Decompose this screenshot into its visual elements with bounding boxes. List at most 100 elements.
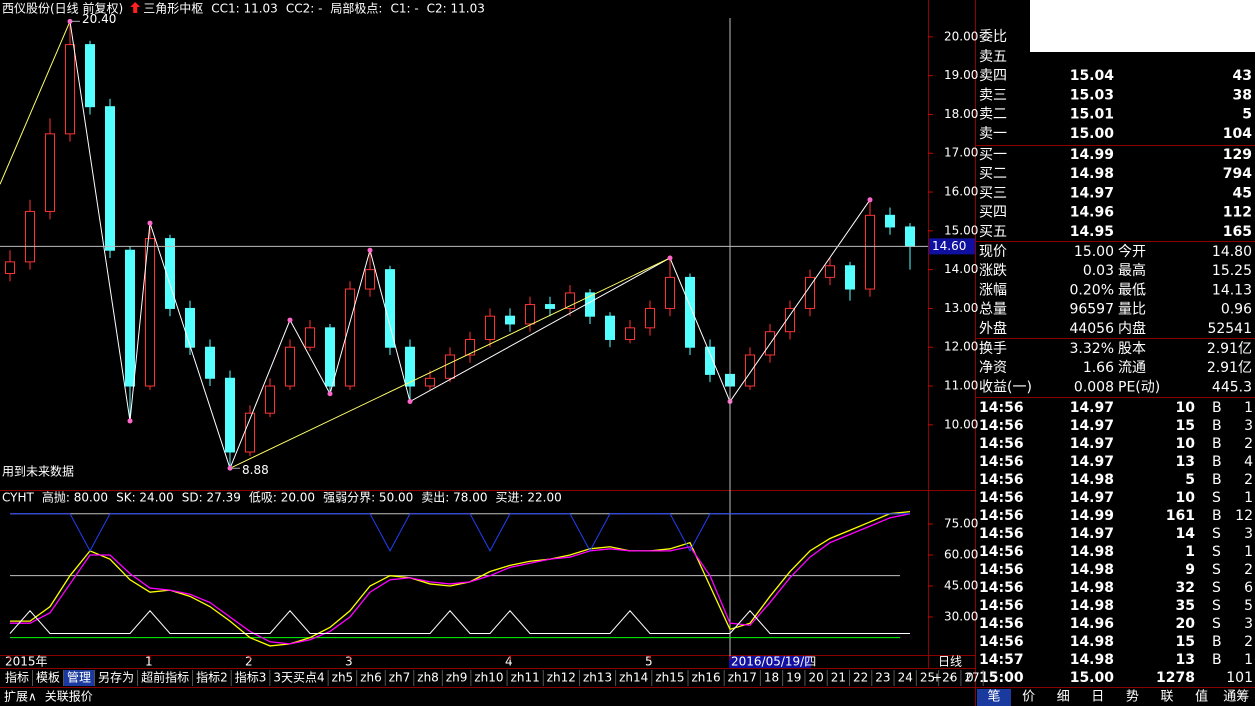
zoom-button[interactable]: +: [932, 671, 942, 685]
panel-tab[interactable]: 价: [1022, 690, 1035, 705]
order-price: 15.04: [1070, 68, 1115, 84]
tab[interactable]: zh15: [655, 671, 684, 685]
tick-side: B: [1212, 400, 1222, 416]
tab[interactable]: 26: [942, 671, 957, 685]
stat-value: 0.96: [1221, 302, 1252, 318]
candle-body: [545, 304, 555, 309]
panel-tab[interactable]: 通筹: [1223, 689, 1249, 705]
tick-count: 3: [1244, 526, 1253, 542]
tab[interactable]: zh12: [547, 671, 576, 685]
tab[interactable]: 管理: [67, 670, 91, 685]
panel-tab[interactable]: 日: [1091, 690, 1104, 705]
logo-name: 股海网: [1035, 5, 1095, 29]
stat-label: 现价: [979, 244, 1007, 260]
cursor-date-box: [729, 656, 811, 668]
panel-tab[interactable]: 势: [1126, 689, 1139, 705]
tab[interactable]: zh6: [360, 671, 382, 685]
tab[interactable]: 19: [786, 671, 801, 685]
tab[interactable]: 模板: [36, 671, 60, 685]
bottom-tab[interactable]: 关联报价: [45, 689, 93, 704]
tick-price: 14.96: [1070, 616, 1114, 632]
panel-tab[interactable]: 笔: [987, 689, 1000, 705]
y-tick-label: 12.00: [944, 340, 978, 354]
tab[interactable]: 指标: [5, 670, 29, 685]
tab[interactable]: 24: [898, 671, 913, 685]
tab[interactable]: 22: [853, 671, 868, 685]
stat-value: 15.00: [1074, 244, 1114, 260]
tick-time: 14:56: [979, 418, 1024, 434]
panel-tab[interactable]: 值: [1195, 689, 1208, 705]
x-tick-label: 2: [245, 655, 253, 669]
tab[interactable]: 指标3: [235, 670, 267, 685]
tick-volume: 1278: [1156, 670, 1195, 686]
tab[interactable]: 25: [920, 671, 935, 685]
period[interactable]: 日线: [938, 655, 962, 669]
candle-body: [665, 276, 675, 309]
legend-item: 买进: 22.00: [496, 491, 562, 505]
tab[interactable]: 21: [831, 671, 846, 685]
panel-tab[interactable]: 联: [1160, 690, 1173, 705]
tab[interactable]: zh17: [728, 671, 757, 685]
tick-side: B: [1212, 508, 1222, 524]
stat-label: 收益(一): [979, 379, 1032, 395]
header-item: C1: -: [390, 2, 418, 16]
tab[interactable]: zh13: [583, 671, 612, 685]
order-price: 14.96: [1070, 205, 1114, 221]
stat-value: 3.32%: [1070, 341, 1114, 357]
pivot: [867, 197, 873, 203]
tick-time: 14:56: [979, 472, 1024, 488]
tab[interactable]: 另存为: [98, 671, 134, 685]
tab[interactable]: 超前指标: [141, 670, 189, 685]
candle-body: [525, 304, 535, 325]
y-tick-label: 10.00: [944, 417, 978, 431]
tab[interactable]: zh10: [474, 671, 503, 685]
tick-price: 14.98: [1070, 472, 1114, 488]
tab[interactable]: 20: [808, 671, 823, 685]
pivot: [147, 220, 153, 226]
tick-volume: 10: [1176, 436, 1196, 452]
order-volume: 104: [1223, 126, 1252, 142]
tick-volume: 14: [1176, 526, 1196, 542]
tab[interactable]: zh9: [446, 671, 468, 685]
tick-count: 1: [1244, 652, 1253, 668]
candle-body: [5, 261, 15, 275]
y-tick-label: 75.00: [944, 517, 978, 531]
stat-label: 今开: [1118, 244, 1146, 260]
bottom-tab[interactable]: 扩展∧: [4, 690, 37, 704]
tab[interactable]: zh8: [417, 671, 439, 685]
tick-side: S: [1212, 616, 1221, 632]
logo-box: [1030, 0, 1255, 52]
tab[interactable]: zh11: [511, 671, 540, 685]
tab[interactable]: zh16: [692, 671, 721, 685]
tab[interactable]: zh14: [619, 671, 648, 685]
order-label: 卖二: [979, 107, 1007, 123]
tab[interactable]: 27: [964, 671, 979, 685]
signal-icon: [130, 2, 141, 13]
order-label: 买三: [979, 185, 1007, 201]
tick-time: 14:56: [979, 490, 1024, 506]
panel-tab[interactable]: 细: [1057, 690, 1070, 705]
order-price: 15.03: [1070, 87, 1114, 103]
tab[interactable]: 指标2: [196, 670, 228, 685]
pivot: [127, 418, 133, 424]
zoom-button[interactable]: -: [949, 671, 953, 685]
stat-value: 2.91亿: [1207, 341, 1252, 357]
tab[interactable]: zh7: [389, 671, 411, 685]
candle-body: [685, 276, 695, 348]
tick-side: B: [1212, 634, 1222, 650]
logo-slogan: 股票软件资源分享: [1103, 8, 1239, 28]
candle-body: [105, 106, 115, 251]
stat-value: 15.25: [1212, 263, 1252, 279]
candle-body: [745, 354, 755, 387]
candle-body: [565, 292, 575, 309]
tab[interactable]: 3天买点4: [273, 671, 324, 685]
tick-volume: 9: [1185, 562, 1195, 578]
tab[interactable]: 18: [764, 671, 779, 685]
tick-time: 14:56: [979, 580, 1024, 596]
legend-item: CYHT: [2, 491, 35, 505]
tick-price: 14.98: [1070, 544, 1114, 560]
tab[interactable]: zh5: [332, 671, 354, 685]
tab[interactable]: 23: [875, 671, 890, 685]
series-line: [10, 510, 911, 647]
zoom-button[interactable]: 0: [966, 671, 974, 685]
